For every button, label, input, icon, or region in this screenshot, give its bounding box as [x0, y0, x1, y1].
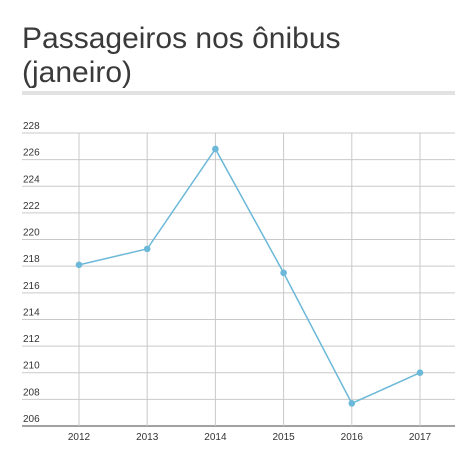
- y-tick-label: 222: [23, 201, 40, 212]
- data-series: [75, 145, 424, 407]
- data-point[interactable]: [75, 261, 83, 269]
- x-tick-label: 2013: [136, 432, 159, 443]
- chart-title: Passageiros nos ônibus (janeiro): [22, 22, 341, 89]
- y-tick-label: 226: [23, 148, 40, 159]
- x-tick-label: 2014: [204, 432, 227, 443]
- y-axis-ticks: 206 208 210 212 214 216 218 220 222 224 226 228: [23, 121, 40, 425]
- series-line: [78, 147, 421, 405]
- data-point[interactable]: [280, 269, 287, 277]
- y-tick-label: 228: [23, 121, 40, 132]
- data-point[interactable]: [416, 369, 424, 377]
- x-tick-label: 2012: [68, 432, 91, 443]
- x-tick-label: 2016: [341, 432, 364, 443]
- data-point[interactable]: [212, 145, 219, 153]
- y-tick-label: 208: [23, 387, 40, 398]
- x-tick-label: 2017: [409, 432, 432, 443]
- y-tick-label: 218: [23, 254, 40, 265]
- y-tick-label: 206: [23, 414, 40, 425]
- y-tick-label: 212: [23, 334, 40, 345]
- x-axis-ticks: 2012 2013 2014 2015 2016 2017: [68, 432, 432, 443]
- title-divider: [22, 91, 455, 95]
- data-point[interactable]: [348, 400, 356, 407]
- y-tick-label: 216: [23, 281, 40, 292]
- chart-grid: [22, 132, 455, 427]
- y-tick-label: 210: [23, 361, 40, 372]
- y-tick-label: 214: [23, 307, 40, 318]
- y-tick-label: 220: [23, 228, 40, 239]
- x-tick-label: 2015: [272, 432, 295, 443]
- data-point[interactable]: [143, 245, 151, 253]
- y-tick-label: 224: [23, 174, 40, 185]
